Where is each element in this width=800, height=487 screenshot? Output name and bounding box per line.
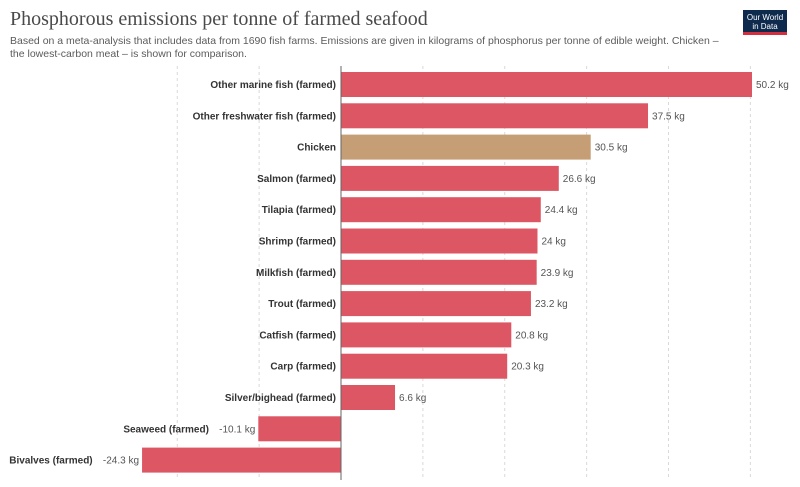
bar[interactable]: [341, 291, 531, 317]
category-label: Seaweed (farmed): [123, 424, 209, 435]
category-label: Silver/bighead (farmed): [225, 393, 336, 404]
value-label: 37.5 kg: [652, 111, 685, 122]
bar[interactable]: [341, 103, 649, 129]
value-label: 6.6 kg: [399, 393, 426, 404]
category-label: Salmon (farmed): [257, 174, 336, 185]
category-label: Milkfish (farmed): [256, 268, 336, 279]
category-label: Tilapia (farmed): [262, 205, 336, 216]
bar[interactable]: [341, 228, 538, 254]
bar[interactable]: [341, 322, 512, 348]
bar[interactable]: [341, 385, 396, 410]
bar[interactable]: [341, 197, 541, 223]
category-label: Trout (farmed): [268, 299, 336, 310]
category-label: Carp (farmed): [270, 362, 336, 373]
chart-title: Phosphorous emissions per tonne of farme…: [10, 8, 428, 30]
bar[interactable]: [258, 416, 341, 442]
chart-subtitle: Based on a meta-analysis that includes d…: [10, 35, 719, 60]
value-label: -24.3 kg: [103, 456, 139, 467]
category-label: Bivalves (farmed): [9, 456, 92, 467]
category-label: Shrimp (farmed): [259, 237, 336, 248]
value-label: 24.4 kg: [545, 205, 578, 216]
bar[interactable]: [341, 165, 559, 191]
value-label: 24 kg: [541, 237, 565, 248]
category-label: Chicken: [297, 143, 336, 154]
bar[interactable]: [341, 134, 591, 160]
value-label: 20.3 kg: [511, 362, 544, 373]
value-label: 30.5 kg: [595, 143, 628, 154]
bar[interactable]: [142, 447, 341, 473]
value-label: 50.2 kg: [756, 80, 789, 91]
value-label: 23.2 kg: [535, 299, 568, 310]
value-label: -10.1 kg: [219, 424, 255, 435]
category-label: Catfish (farmed): [259, 330, 336, 341]
value-label: 20.8 kg: [515, 330, 548, 341]
logo-line-1: Our World: [746, 13, 784, 22]
category-label: Other freshwater fish (farmed): [193, 111, 336, 122]
bar[interactable]: [341, 72, 752, 97]
logo-line-2: in Data: [752, 22, 778, 31]
value-label: 26.6 kg: [563, 174, 596, 185]
value-label: 23.9 kg: [541, 268, 574, 279]
owid-logo[interactable]: Our World in Data: [743, 10, 787, 35]
category-label: Other marine fish (farmed): [210, 80, 336, 91]
bar[interactable]: [341, 353, 508, 379]
bar[interactable]: [341, 259, 537, 285]
